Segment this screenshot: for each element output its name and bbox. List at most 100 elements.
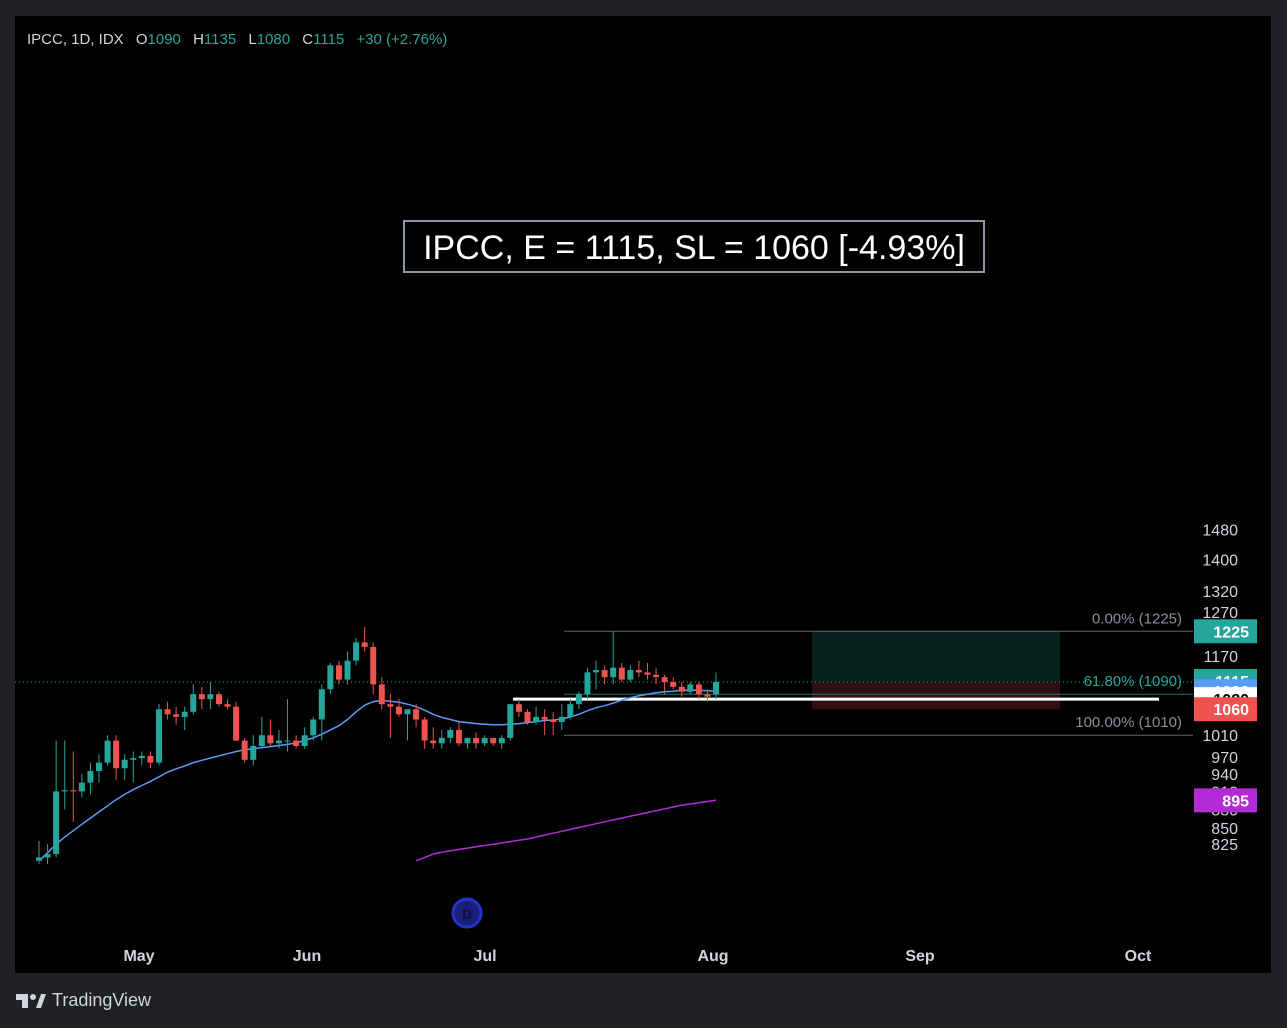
candle [413,704,420,728]
candle-body [490,737,497,744]
candle [318,684,325,741]
candle [198,686,205,710]
candle [378,677,385,710]
x-tick-label: Jul [473,948,496,965]
candle [490,737,497,747]
candle-body [250,746,257,760]
candle [430,727,437,749]
candle [250,735,257,766]
open-label: O [136,31,148,48]
reference-lines [15,630,1193,736]
candle-body [713,681,720,695]
candle [241,737,248,763]
candle-body [447,729,454,738]
candle-body [267,735,274,744]
price-tag: 1060 [1194,697,1257,722]
candle-body [164,709,171,715]
candle [95,754,102,783]
candle-body [644,672,651,675]
candle [593,660,600,690]
candle-body [601,670,608,678]
candle [310,716,317,741]
y-tick-label: 850 [1211,821,1238,838]
candle [327,662,334,695]
candle [224,699,231,710]
chart-frame: 0.00% (1225) 61.80% (1090) 100.00% (1010) … [15,16,1271,973]
price-tag-box [1194,788,1257,813]
price-tag-box [1194,619,1257,644]
candle [464,737,471,749]
candle [104,735,111,766]
y-tick-label: 825 [1211,837,1238,854]
candle [395,699,402,717]
candlestick-chart[interactable]: 0.00% (1225)61.80% (1090)100.00% (1010) … [15,16,1271,973]
candle-body [387,704,394,707]
candle [550,711,557,736]
candle-body [121,759,128,769]
candle [233,701,240,741]
low-value: 1080 [257,31,290,48]
candle [558,704,565,730]
candle-body [481,737,488,744]
candle [695,681,702,700]
candle [524,709,531,725]
candle-body [310,719,317,736]
price-tag-box [1194,697,1257,722]
candle-body [344,660,351,680]
symbol-line: IPCC, 1D, IDX [27,31,124,48]
candle-body [541,716,548,720]
candle [601,665,608,685]
candle [387,694,394,738]
candle-body [678,686,685,692]
candle [421,716,428,749]
candle [190,684,197,715]
ohlc-legend: IPCC, 1D, IDX O1090 H1135 L1080 C1115 +3… [27,31,447,48]
candle [284,699,291,752]
candle-body [584,672,591,695]
time-axis[interactable]: May Jun Jul Aug Sep Oct [123,948,1152,965]
candle-body [155,709,162,763]
candle [635,660,642,678]
close-label: C [302,31,313,48]
candle-body [138,755,145,759]
annotation-text: IPCC, E = 1115, SL = 1060 [-4.93%] [423,229,965,267]
y-tick-label: 970 [1211,750,1238,767]
y-tick-label: 1270 [1202,605,1238,622]
candles [36,626,720,865]
candle-body [327,665,334,690]
candle-body [670,681,677,687]
candle [173,706,180,725]
candle-body [627,670,634,680]
annotation-box[interactable] [403,220,985,273]
candle [541,709,548,736]
fibonacci-labels: 0.00% (1225) 61.80% (1090) 100.00% (1010) [1075,610,1182,731]
candle [44,844,51,865]
candle [455,722,462,747]
candle-body [293,740,300,747]
candle [87,762,94,795]
candle-body [207,694,214,700]
candle-body [61,790,68,792]
candle-body [78,782,85,792]
y-tick-label: 940 [1211,767,1238,784]
candle-body [258,735,265,747]
candle [481,735,488,747]
candle-body [653,674,660,678]
candle-body [70,790,77,792]
candle [653,667,660,685]
candle-body [473,737,480,744]
x-tick-label: Sep [905,948,935,965]
candle-body [44,854,51,858]
candle-body [198,694,205,700]
candle-body [36,857,42,861]
candle-body [395,706,402,715]
candle [507,704,514,741]
candle-body [173,714,180,717]
candle-body [430,740,437,744]
candle-body [335,665,342,680]
candle [447,727,454,744]
tradingview-logo[interactable]: TradingView [16,990,151,1011]
dividend-marker-icon[interactable] [451,897,483,929]
candle [53,740,60,858]
candle [610,631,617,685]
